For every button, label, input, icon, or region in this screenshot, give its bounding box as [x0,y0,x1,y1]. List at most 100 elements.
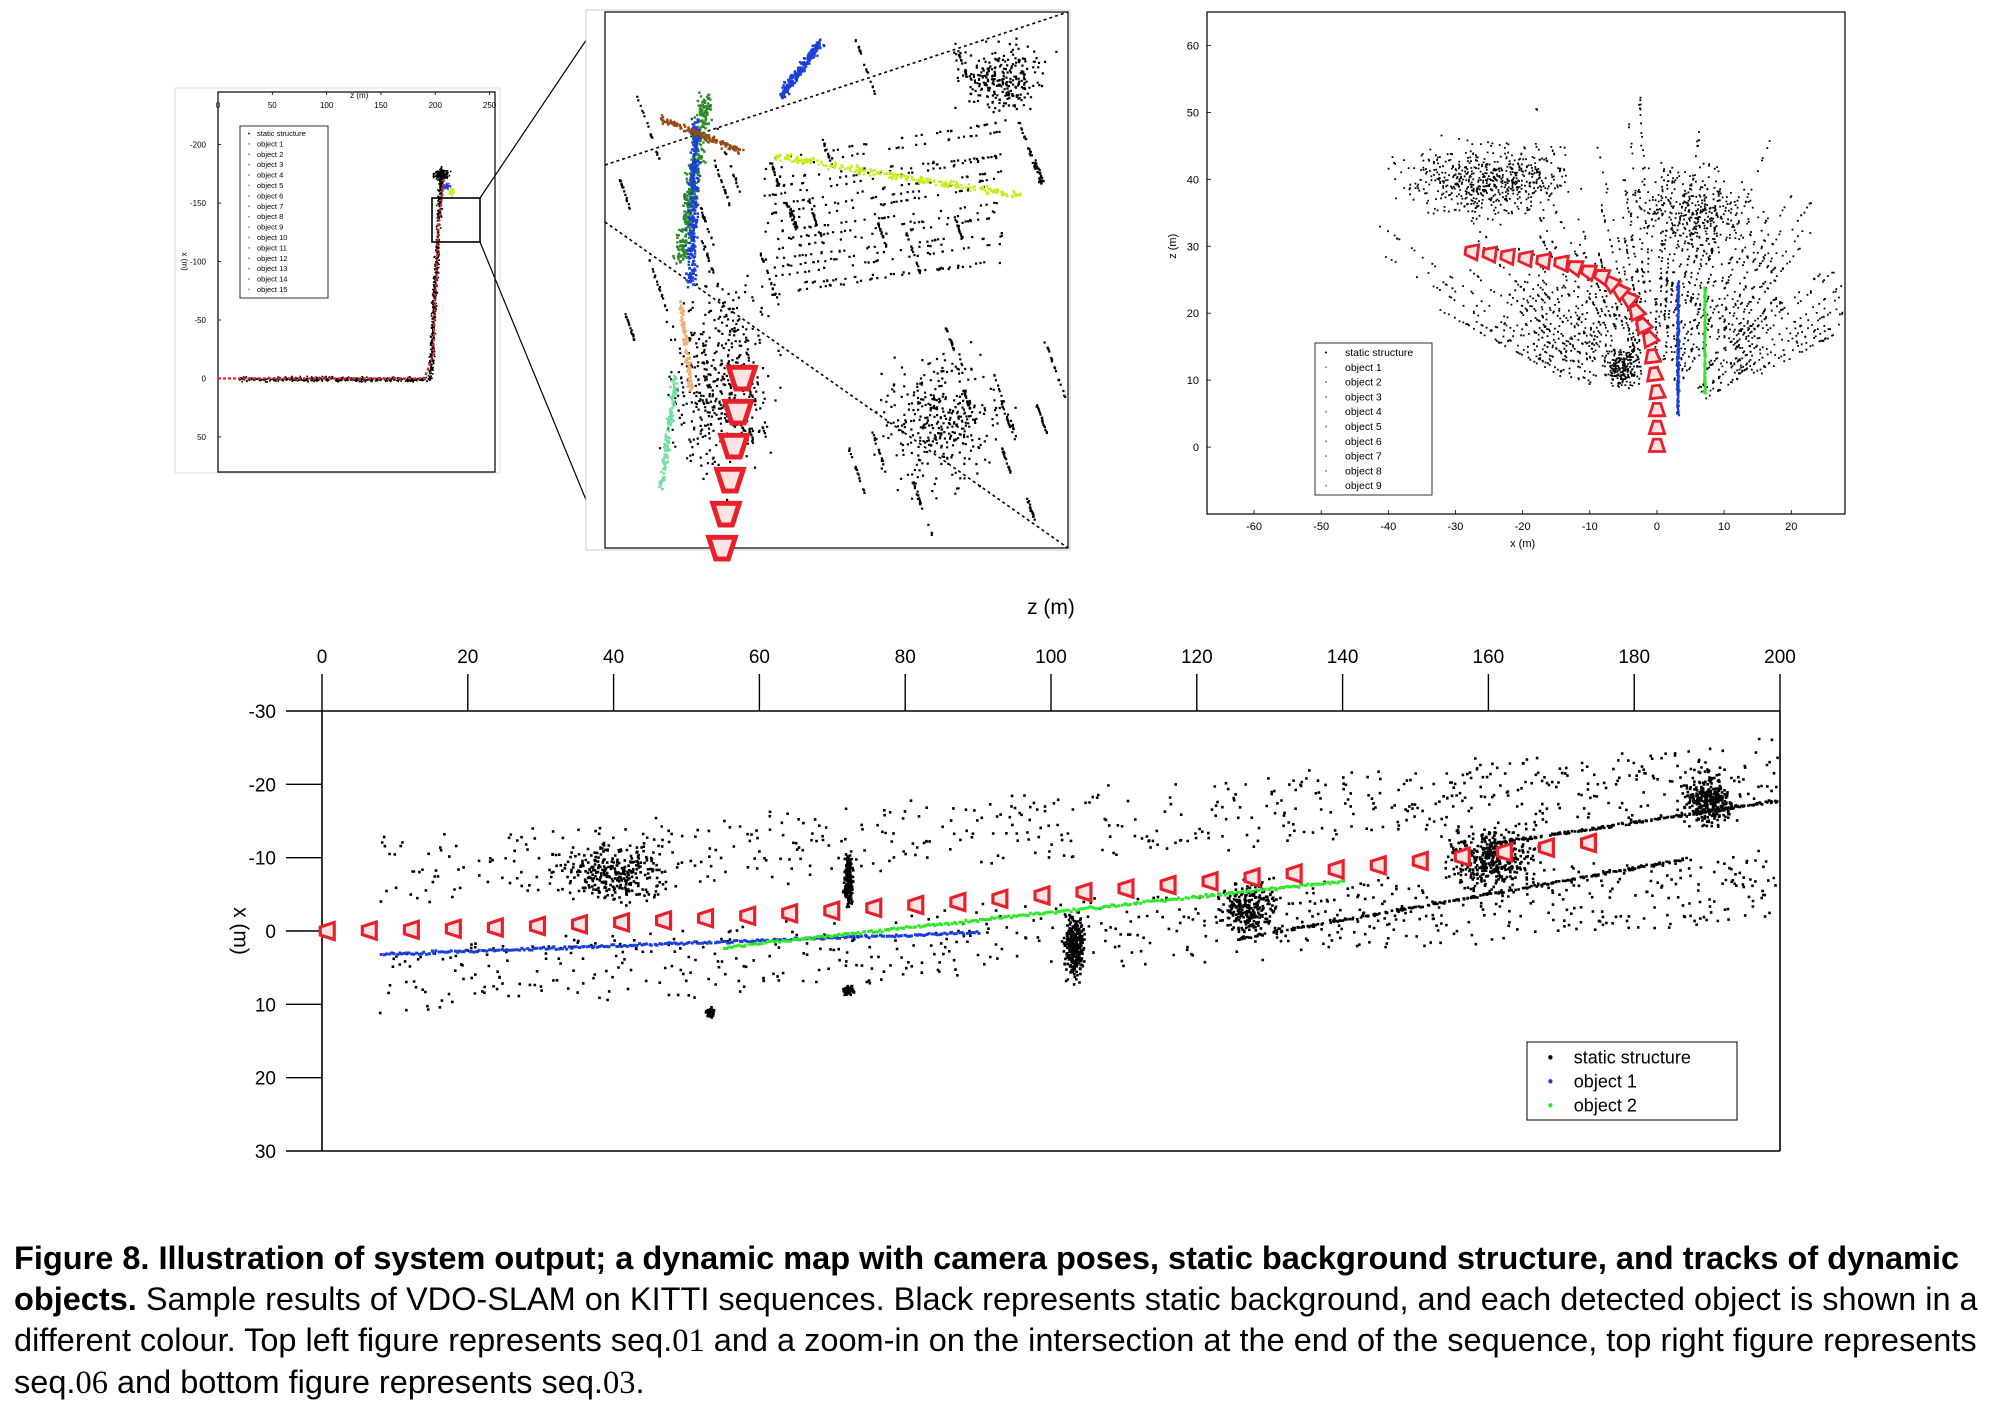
camera-pose [1535,252,1552,271]
plot-frame [1206,11,1846,515]
x-tick-label: 80 [895,647,916,668]
camera-pose-frustum [907,894,925,916]
legend-marker [1325,455,1327,458]
legend-marker [248,236,250,239]
camera-pose [1553,254,1570,274]
camera-pose-frustum [613,911,631,934]
camera-pose [1592,269,1612,288]
camera-pose-frustum [1075,881,1093,903]
x-tick-label: 160 [1473,647,1505,668]
camera-pose [1201,870,1219,893]
y-tick-label: -30 [249,702,276,723]
camera-pose [1579,264,1599,283]
object-points-blue-upper [779,38,826,100]
legend-marker [1325,351,1327,354]
camera-pose-frustum [1647,437,1667,453]
camera-pose-frustum [402,919,420,941]
legend-marker [248,205,250,208]
camera-pose [1647,419,1667,436]
legend-box [1526,1041,1738,1121]
x-tick-label: 10 [1718,521,1730,533]
camera-pose [1579,832,1598,854]
camera-pose [1537,836,1555,859]
x-tick-label: 120 [1181,647,1213,668]
view-ray-bottom [604,221,1069,549]
x-tick-label: -20 [1515,521,1531,533]
camera-pose-frustum [444,918,462,940]
legend-entry: object 1 [1574,1072,1637,1092]
caption-body-2: and a zoom-in on the intersection at the… [14,1322,1977,1400]
legend-entry: object 7 [1345,451,1382,463]
legend-marker [1325,425,1327,428]
y-axis-label: z (m) [1167,234,1179,259]
legend-entry: object 14 [257,275,287,284]
legend-marker [1548,1103,1553,1108]
camera-pose [1481,245,1499,265]
caption-seq-03: 03 [602,1365,636,1401]
camera-pose-frustum [823,899,841,922]
camera-pose-frustum [1453,845,1471,868]
camera-pose [865,897,883,919]
legend-entry: object 8 [257,212,283,221]
object-points-brown [659,114,745,155]
legend-marker [1325,469,1327,472]
caption-body-1: Sample results of VDO-SLAM on KITTI sequ… [14,1281,1978,1358]
camera-pose-frustum [318,920,336,942]
x-tick-label: -30 [1448,521,1464,533]
camera-pose-frustum [705,534,739,562]
camera-pose-frustum [1499,247,1517,267]
x-tick-label: -50 [1313,521,1329,533]
camera-pose-frustum [725,364,759,392]
x-tick-label: -60 [1246,521,1262,533]
camera-pose-frustum [1648,383,1668,401]
x-tick-label: 200 [1764,647,1796,668]
camera-pose [1643,347,1663,365]
camera-pose-frustum [697,907,715,929]
camera-pose-frustum [1463,243,1481,262]
y-tick-label: 50 [1187,107,1199,119]
x-tick-label: 60 [749,647,770,668]
x-tick-label: 100 [320,101,334,110]
camera-pose [705,534,739,562]
camera-pose [1499,247,1517,267]
camera-pose [1645,365,1665,383]
camera-pose-frustum [1033,884,1051,907]
camera-pose [655,909,673,932]
figure-caption: Figure 8. Illustration of system output;… [14,1238,1999,1404]
legend-entry: object 5 [1345,421,1382,433]
camera-pose-frustum [1285,862,1303,885]
camera-pose [1285,862,1303,885]
camera-pose-frustum [865,897,883,919]
x-tick-label: 150 [374,101,388,110]
camera-pose [907,894,925,916]
camera-pose [991,888,1009,910]
x-tick-label: 20 [457,647,478,668]
camera-pose [1369,854,1387,877]
y-tick-label: -200 [190,141,207,150]
x-tick-label: 40 [603,647,624,668]
legend-entry: object 3 [257,160,283,169]
camera-pose [1117,877,1135,900]
legend-entry: object 2 [1574,1096,1637,1116]
camera-pose-frustum [1243,866,1261,889]
camera-pose-frustum [570,913,589,936]
camera-pose [1517,249,1535,269]
camera-pose-frustum [486,916,504,939]
camera-pose [402,919,420,941]
y-axis-label: x (m) [229,907,252,955]
x-tick-label: 250 [483,101,497,110]
caption-title: Figure 8. Illustration of system output;… [14,1240,1960,1317]
object-points-yellow [448,187,455,197]
y-tick-label: 30 [1187,241,1199,253]
object-1-track-points [1675,280,1681,417]
camera-pose-frustum [991,888,1009,910]
y-tick-label: 50 [197,433,206,442]
camera-pose [721,398,755,426]
y-axis-label: x (m) [180,252,189,271]
legend-marker [248,278,250,280]
y-tick-label: 0 [1193,442,1199,454]
legend-entry: static structure [1345,347,1413,359]
camera-pose-frustum [739,905,757,927]
legend-entry: object 1 [257,139,283,148]
